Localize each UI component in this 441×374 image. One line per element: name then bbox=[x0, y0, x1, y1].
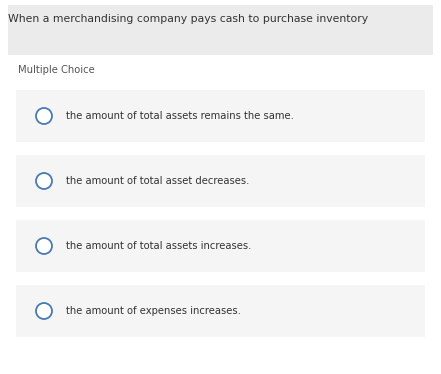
Text: the amount of expenses increases.: the amount of expenses increases. bbox=[66, 306, 241, 316]
Text: the amount of total assets remains the same.: the amount of total assets remains the s… bbox=[66, 111, 294, 121]
Text: the amount of total assets increases.: the amount of total assets increases. bbox=[66, 241, 251, 251]
Text: When a merchandising company pays cash to purchase inventory: When a merchandising company pays cash t… bbox=[8, 14, 368, 24]
Polygon shape bbox=[16, 220, 425, 272]
Text: the amount of total asset decreases.: the amount of total asset decreases. bbox=[66, 176, 249, 186]
Circle shape bbox=[36, 108, 52, 124]
Circle shape bbox=[36, 238, 52, 254]
Polygon shape bbox=[16, 285, 425, 337]
Polygon shape bbox=[8, 5, 433, 55]
Circle shape bbox=[36, 173, 52, 189]
Text: Multiple Choice: Multiple Choice bbox=[18, 65, 95, 75]
Circle shape bbox=[36, 303, 52, 319]
Polygon shape bbox=[16, 155, 425, 207]
Polygon shape bbox=[16, 90, 425, 142]
